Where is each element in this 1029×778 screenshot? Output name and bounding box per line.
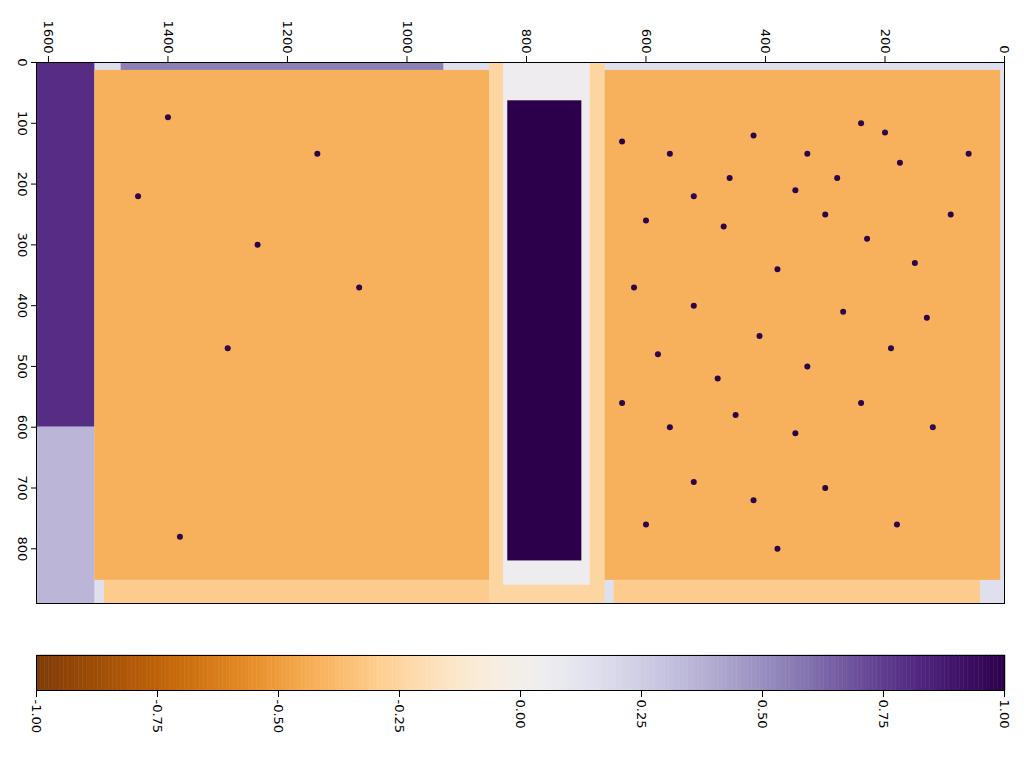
svg-text:800: 800 (519, 29, 534, 54)
svg-text:-0.75: -0.75 (150, 700, 165, 734)
svg-text:0.75: 0.75 (876, 700, 891, 729)
svg-text:1600: 1600 (41, 20, 56, 53)
svg-text:0.50: 0.50 (755, 700, 770, 729)
svg-text:-1.00: -1.00 (29, 700, 44, 734)
svg-text:600: 600 (639, 29, 654, 54)
svg-text:800: 800 (15, 536, 30, 561)
svg-text:1200: 1200 (280, 20, 295, 53)
svg-text:200: 200 (878, 29, 893, 54)
svg-text:1400: 1400 (161, 20, 176, 53)
svg-text:100: 100 (15, 111, 30, 136)
svg-text:-0.50: -0.50 (271, 700, 286, 734)
svg-text:400: 400 (758, 29, 773, 54)
svg-text:400: 400 (15, 293, 30, 318)
svg-text:1.00: 1.00 (997, 700, 1012, 729)
svg-text:0: 0 (997, 45, 1012, 53)
svg-text:600: 600 (15, 415, 30, 440)
svg-text:300: 300 (15, 232, 30, 257)
svg-text:200: 200 (15, 172, 30, 197)
svg-text:1000: 1000 (400, 20, 415, 53)
svg-text:700: 700 (15, 476, 30, 501)
svg-text:0.00: 0.00 (513, 700, 528, 729)
svg-text:0.25: 0.25 (634, 700, 649, 729)
svg-text:500: 500 (15, 354, 30, 379)
svg-text:0: 0 (15, 58, 30, 66)
svg-text:-0.25: -0.25 (392, 700, 407, 734)
